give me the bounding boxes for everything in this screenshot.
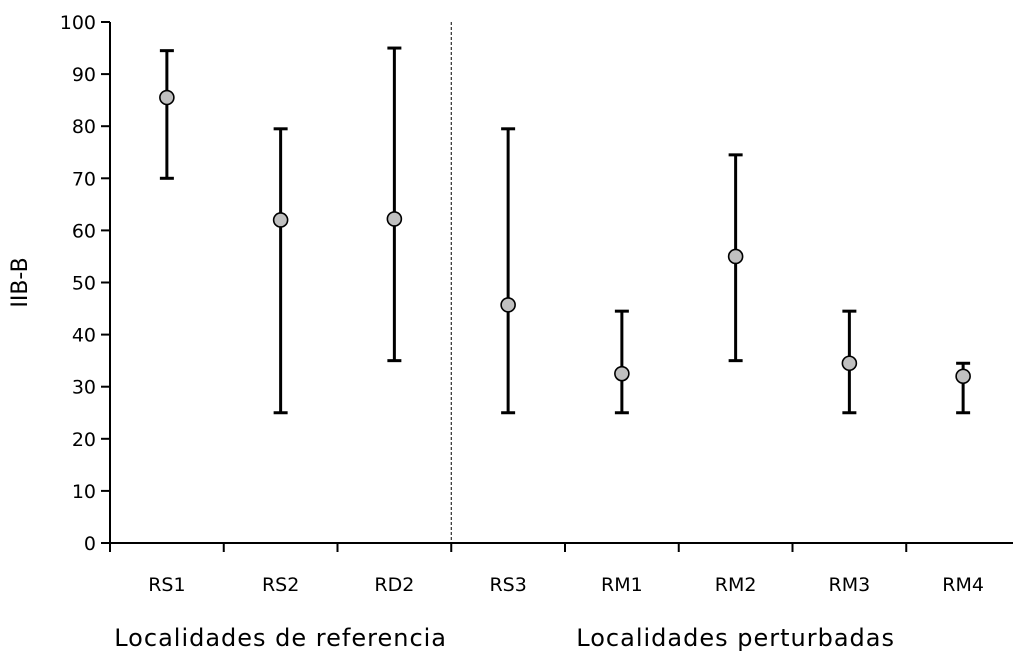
group-label: Localidades perturbadas [576,624,895,652]
y-tick-label: 60 [72,220,96,242]
x-tick-label: RM3 [829,574,871,596]
data-point [955,368,971,385]
y-tick-label: 20 [72,429,96,451]
x-tick-label: RS1 [148,574,185,596]
x-tick-label: RD2 [374,574,414,596]
x-tick-label: RM1 [601,574,643,596]
data-point [272,212,289,228]
group-label: Localidades de referencia [114,624,447,652]
y-tick-label: 50 [72,273,96,295]
y-tick-label: 100 [60,12,96,34]
y-tick-label: 10 [72,481,96,503]
y-tick-label: 30 [72,377,96,399]
x-tick-label: RM4 [942,574,984,596]
data-point [614,365,630,382]
data-point [841,355,858,372]
data-point [159,89,175,106]
y-tick-label: 90 [72,64,96,86]
y-tick-label: 0 [84,533,96,555]
x-tick-label: RS3 [489,574,526,596]
x-tick-label: RS2 [262,574,299,596]
y-tick-label: 80 [72,116,96,138]
y-tick-label: 70 [72,168,96,190]
y-tick-label: 40 [72,325,96,347]
data-point [386,211,403,227]
data-point [727,248,744,265]
x-tick-label: RM2 [715,574,757,596]
data-point [500,297,516,313]
y-axis-title: IIB-B [8,257,33,307]
